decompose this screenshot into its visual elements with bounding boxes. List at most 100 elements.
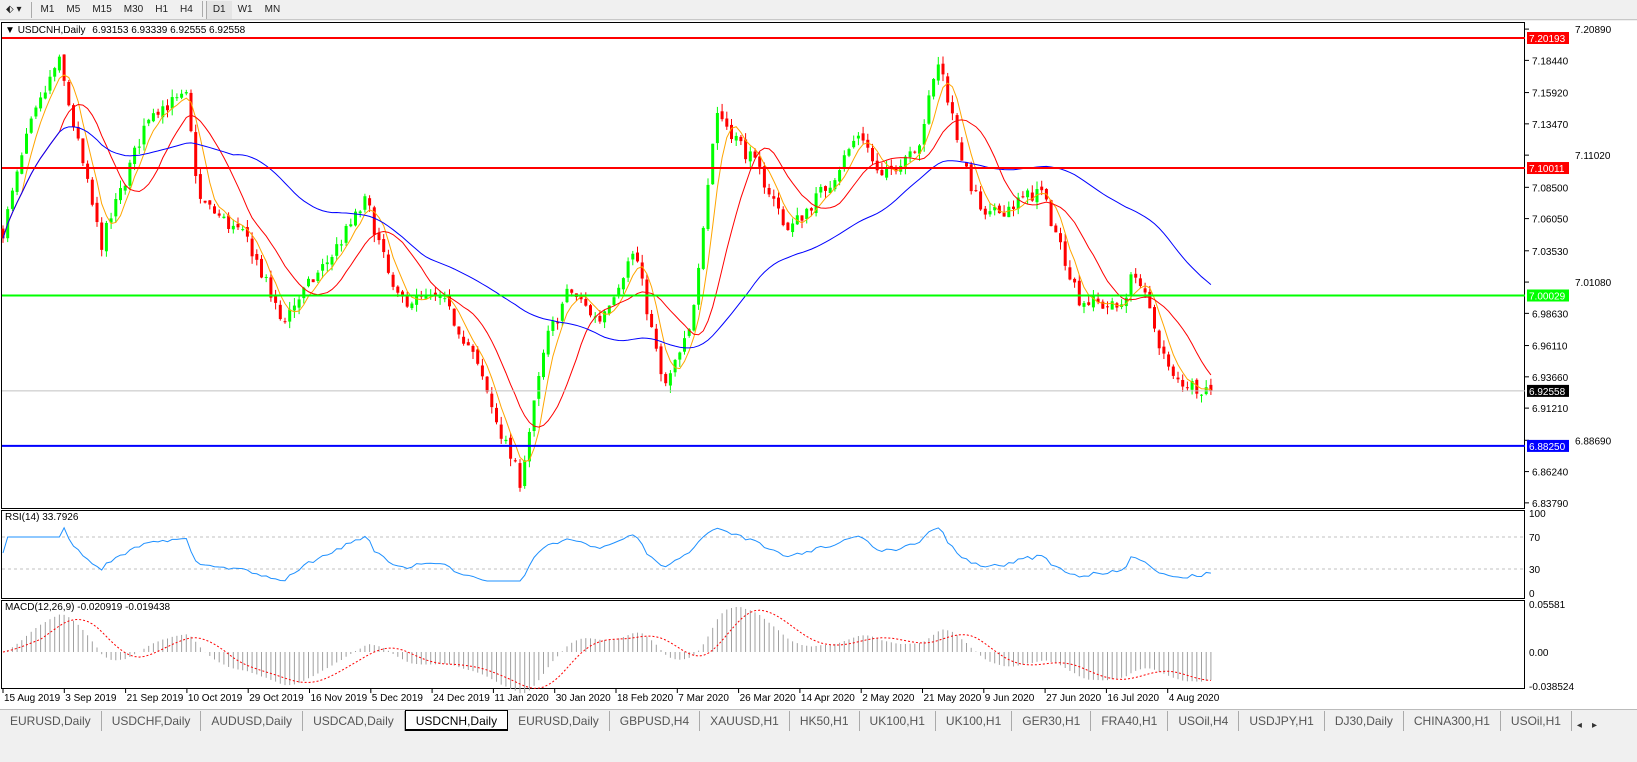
candle-body (828, 187, 832, 193)
candle-body (217, 213, 221, 216)
tab-usdchf-daily[interactable]: USDCHF,Daily (102, 711, 202, 731)
candle-body (368, 198, 372, 206)
candle-body (499, 424, 503, 439)
candle-body (847, 149, 851, 156)
tab-usoil-h1[interactable]: USOil,H1 (1501, 711, 1572, 731)
candle-body (824, 186, 827, 191)
candle-body (969, 164, 973, 192)
candle-body (100, 222, 104, 250)
tab-usdcnh-daily[interactable]: USDCNH,Daily (404, 710, 509, 731)
tab-usdcad-daily[interactable]: USDCAD,Daily (303, 711, 405, 731)
candle-body (861, 133, 865, 141)
candle-body (711, 143, 715, 185)
candle-body (908, 151, 912, 158)
period-h4-button[interactable]: H4 (180, 3, 193, 15)
candle-body (856, 135, 860, 139)
tab-uk100-h1[interactable]: UK100,H1 (936, 711, 1013, 731)
period-h1-button[interactable]: H1 (155, 3, 169, 15)
price-tick-label: 6.98630 (1532, 309, 1569, 320)
candle-body (753, 151, 757, 158)
candle-body (965, 162, 968, 167)
scroll-left-icon[interactable]: ◂ (1576, 720, 1582, 731)
candle-body (39, 97, 43, 109)
scroll-right-icon[interactable]: ▸ (1591, 720, 1597, 731)
candle-body (650, 313, 654, 328)
candle-body (123, 185, 127, 191)
candle-body (570, 289, 574, 293)
candle-body (316, 272, 320, 281)
candle-body (645, 279, 649, 315)
candle-body (701, 227, 705, 269)
candle-body (918, 145, 921, 154)
tab-usdjpy-h1[interactable]: USDJPY,H1 (1239, 711, 1325, 731)
period-buttons: M1 M5 M15 M30 H1 H4 D1 W1 MN (35, 0, 287, 19)
candle-body (1026, 190, 1030, 198)
period-m1-button[interactable]: M1 (40, 3, 55, 15)
period-d1-button[interactable]: D1 (205, 0, 232, 19)
tab-dj30-daily[interactable]: DJ30,Daily (1325, 711, 1404, 731)
level-price-label: 7.00029 (1529, 291, 1566, 302)
period-m30-button[interactable]: M30 (123, 3, 144, 15)
candle-body (1, 228, 5, 239)
level-price-label: 6.88250 (1529, 442, 1566, 453)
tab-ger30-h1[interactable]: GER30,H1 (1012, 711, 1092, 731)
candle-body (791, 223, 795, 233)
candle-body (203, 200, 207, 203)
tab-china300-h1[interactable]: CHINA300,H1 (1404, 711, 1501, 731)
candle-body (809, 208, 813, 211)
candle-body (673, 359, 677, 373)
candle-body (546, 330, 550, 355)
period-m5-button[interactable]: M5 (66, 3, 81, 15)
candle-body (137, 146, 141, 148)
price-tick-label: 6.88690 (1575, 436, 1612, 447)
level-price-badge (1527, 162, 1569, 175)
chart-canvas[interactable]: 7.20890 7.18440 7.15920 7.13470 7.11020 7.085… (0, 21, 1637, 709)
date-label: 10 Oct 2019 (188, 693, 243, 704)
candle-body (480, 365, 484, 377)
candle-body (1110, 301, 1114, 310)
candle-body (1181, 379, 1185, 387)
price-tick-label: 6.91210 (1532, 404, 1569, 415)
candle-body (805, 208, 809, 220)
candle-body (560, 303, 564, 321)
price-tick-label: 7.01080 (1575, 278, 1612, 289)
current-price-label: 6.92558 (1529, 387, 1566, 398)
candle-body (852, 140, 856, 148)
candle-body (1096, 298, 1100, 303)
candle-body (1176, 377, 1180, 380)
candle-body (264, 276, 268, 278)
collapse-triangle-icon[interactable]: ▼ (5, 25, 15, 36)
tab-usoil-h4[interactable]: USOil,H4 (1168, 711, 1240, 731)
candle-body (579, 295, 583, 300)
candle-body (800, 215, 804, 221)
candle-body (1021, 196, 1025, 198)
candle-body (974, 190, 978, 192)
tab-uk100-h1[interactable]: UK100,H1 (860, 711, 936, 731)
candle-body (448, 296, 451, 307)
draw-tools-button[interactable]: ⬖ ▾ (6, 3, 22, 15)
candle-body (1073, 278, 1077, 283)
candle-body (1138, 278, 1142, 286)
tab-fra40-h1[interactable]: FRA40,H1 (1091, 711, 1169, 731)
candle-body (29, 118, 33, 133)
candle-body (720, 111, 724, 120)
candle-body (936, 64, 940, 81)
period-m15-button[interactable]: M15 (92, 3, 112, 15)
candle-body (734, 135, 738, 141)
period-mn-button[interactable]: MN (264, 3, 281, 15)
tab-eurusd-daily[interactable]: EURUSD,Daily (0, 711, 102, 731)
tab-eurusd-daily[interactable]: EURUSD,Daily (508, 711, 610, 731)
chart-window[interactable]: 7.20890 7.18440 7.15920 7.13470 7.11020 7.085… (0, 21, 1637, 709)
tab-xauusd-h1[interactable]: XAUUSD,H1 (700, 711, 790, 731)
tab-hk50-h1[interactable]: HK50,H1 (790, 711, 860, 731)
tab-audusd-daily[interactable]: AUDUSD,Daily (201, 711, 304, 731)
candle-body (382, 239, 386, 253)
rsi-pane-frame (1, 510, 1525, 599)
candle-body (871, 148, 874, 162)
chart-tabs: EURUSD,Daily USDCHF,Daily AUDUSD,Daily USDC… (0, 709, 1637, 731)
candle-body (584, 298, 588, 306)
period-w1-button[interactable]: W1 (237, 3, 253, 15)
tab-gbpusd-h4[interactable]: GBPUSD,H4 (610, 711, 701, 731)
candle-body (678, 352, 682, 360)
candle-body (43, 92, 47, 99)
